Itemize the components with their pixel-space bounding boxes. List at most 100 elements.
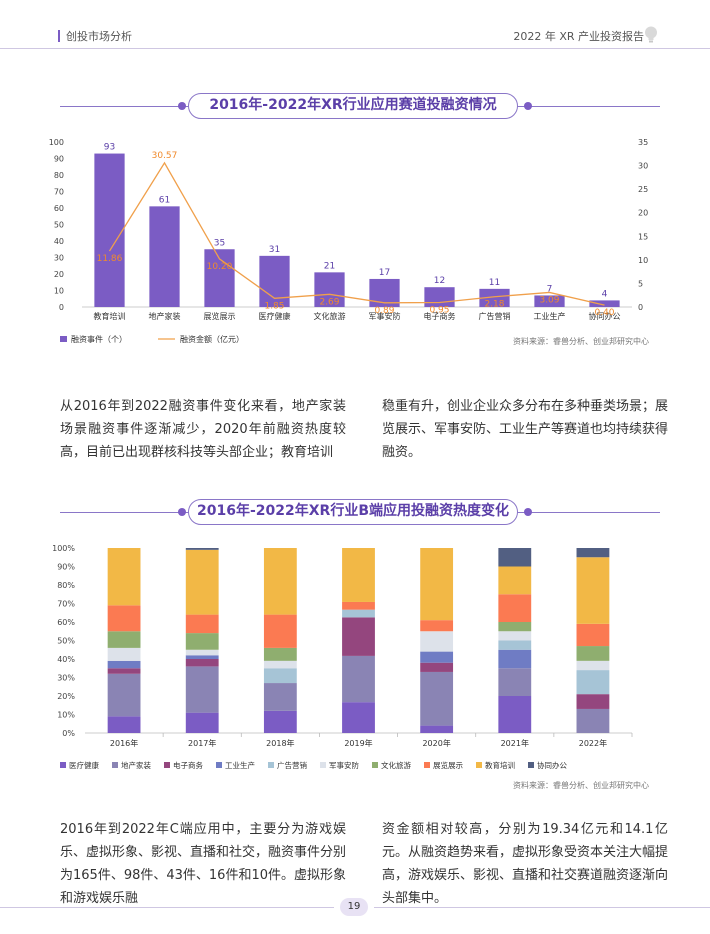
segment-文化旅游-2021年 — [498, 622, 532, 632]
legend-line-label: 融资金额（亿元） — [180, 334, 244, 344]
y-right-tick-label: 35 — [638, 138, 648, 147]
chart2-source: 资料来源：睿兽分析、创业邦研究中心 — [513, 781, 649, 790]
segment-地产家装-2022年 — [576, 708, 610, 733]
segment-广告营销-2018年 — [263, 668, 297, 684]
bar-value-label: 7 — [547, 284, 553, 294]
x-tick-label: 协同办公 — [589, 311, 621, 321]
paragraph-2-left: 2016年到2022年C端应用中，主要分为游戏娱乐、虚拟形象、影视、直播和社交，… — [60, 822, 347, 906]
legend-label-9: 协同办公 — [537, 760, 567, 770]
y-tick-label: 100% — [52, 544, 75, 553]
segment-教育培训-2020年 — [420, 548, 454, 621]
segment-军事安防-2021年 — [498, 631, 532, 641]
segment-地产家装-2019年 — [342, 655, 375, 703]
segment-电子商务-2020年 — [420, 662, 454, 672]
x-tick-label: 2021年 — [501, 738, 529, 748]
bar-8 — [534, 295, 565, 307]
segment-地产家装-2016年 — [107, 673, 141, 717]
paragraph-2-right: 资金额相对较高，分别为19.34亿元和14.1亿元。从融资趋势来看，虚拟形象受资… — [382, 822, 669, 906]
bar-1 — [149, 206, 180, 307]
x-tick-label: 军事安防 — [369, 311, 401, 321]
segment-教育培训-2021年 — [498, 566, 532, 595]
legend-swatch-1 — [112, 762, 118, 768]
section-title-1: 2016年-2022年XR行业应用赛道投融资情况 — [0, 93, 710, 119]
section-title-1-text: 2016年-2022年XR行业应用赛道投融资情况 — [188, 93, 518, 119]
segment-广告营销-2021年 — [498, 640, 532, 650]
segment-协同办公-2017年 — [185, 548, 219, 550]
page-number: 19 — [340, 898, 368, 916]
segment-地产家装-2017年 — [185, 666, 219, 713]
segment-地产家装-2020年 — [420, 671, 454, 726]
segment-协同办公-2021年 — [498, 548, 532, 567]
segment-医疗健康-2016年 — [107, 716, 141, 733]
lightbulb-icon — [645, 26, 657, 43]
legend-bar-swatch — [60, 336, 67, 342]
section-title-dot-left — [178, 102, 186, 110]
bar-4 — [314, 272, 345, 307]
segment-教育培训-2017年 — [185, 549, 219, 615]
segment-教育培训-2019年 — [342, 548, 375, 602]
chart-industry-financing: 0 10 20 30 40 50 60 70 80 90 100 0 5 10 15 20 25 30 35 93 教育… — [49, 138, 648, 344]
legend-label-7: 展览展示 — [433, 760, 463, 770]
segment-展览展示-2016年 — [107, 605, 141, 632]
segment-军事安防-2020年 — [420, 631, 454, 652]
line-value-label: 1.85 — [264, 301, 284, 311]
y-left-tick-label: 0 — [59, 303, 64, 312]
segment-文化旅游-2017年 — [185, 633, 219, 650]
segment-展览展示-2017年 — [185, 614, 219, 634]
segment-医疗健康-2019年 — [342, 702, 375, 733]
segment-协同办公-2022年 — [576, 548, 610, 558]
y-tick-label: 50% — [57, 637, 75, 646]
bar-value-label: 4 — [602, 289, 608, 299]
x-tick-label: 2018年 — [266, 738, 294, 748]
y-left-tick-label: 80 — [54, 171, 64, 180]
bar-0 — [94, 153, 125, 307]
bar-7 — [479, 288, 510, 307]
legend-label-6: 文化旅游 — [381, 760, 411, 770]
x-tick-label: 广告营销 — [479, 311, 511, 321]
legend-label-3: 工业生产 — [225, 760, 255, 770]
x-tick-label: 文化旅游 — [314, 311, 346, 321]
x-tick-label: 2017年 — [188, 738, 216, 748]
footer-line-left — [0, 907, 334, 908]
x-tick-label: 教育培训 — [94, 311, 126, 321]
segment-军事安防-2016年 — [107, 647, 141, 661]
page-header: 创投市场分析 2022 年 XR 产业投资报告 — [0, 0, 710, 48]
y-tick-label: 60% — [57, 618, 75, 627]
chart-b2b-heat: 0% 10% 20% 30% 40% 50% 60% 70% 80% 90% 100% 2016年 20… — [52, 544, 633, 770]
legend-label-4: 广告营销 — [277, 760, 307, 770]
section-title-2: 2016年-2022年XR行业B端应用投融资热度变化 — [0, 499, 710, 525]
x-tick-label: 2016年 — [110, 738, 138, 748]
y-right-tick-label: 10 — [638, 256, 648, 265]
segment-工业生产-2017年 — [185, 655, 219, 659]
segment-工业生产-2020年 — [420, 651, 454, 663]
legend-label-1: 地产家装 — [121, 760, 151, 770]
legend-bar-label: 融资事件（个） — [71, 334, 127, 344]
x-tick-label: 2020年 — [422, 738, 450, 748]
segment-文化旅游-2018年 — [263, 647, 297, 661]
legend-label-2: 电子商务 — [173, 760, 203, 770]
bar-value-label: 31 — [269, 245, 280, 255]
segment-教育培训-2018年 — [263, 548, 297, 615]
line-value-label: 3.09 — [539, 295, 559, 305]
line-value-label: 2.69 — [319, 297, 339, 307]
y-right-tick-label: 5 — [638, 279, 643, 288]
line-value-label: 2.18 — [484, 300, 504, 310]
x-tick-label: 2019年 — [344, 738, 372, 748]
x-tick-label: 电子商务 — [424, 311, 456, 321]
header-divider — [0, 48, 710, 49]
bar-3 — [259, 255, 290, 307]
legend-swatch-7 — [424, 762, 430, 768]
y-tick-label: 40% — [57, 655, 75, 664]
segment-工业生产-2016年 — [107, 660, 141, 669]
segment-军事安防-2018年 — [263, 660, 297, 669]
x-tick-label: 2022年 — [579, 738, 607, 748]
segment-医疗健康-2017年 — [185, 712, 219, 733]
x-tick-label: 工业生产 — [534, 311, 566, 321]
y-tick-label: 20% — [57, 692, 75, 701]
segment-地产家装-2021年 — [498, 668, 532, 696]
legend-swatch-2 — [164, 762, 170, 768]
legend-swatch-8 — [476, 762, 482, 768]
header-section-label: 创投市场分析 — [58, 28, 132, 44]
footer-line-right — [374, 907, 710, 908]
segment-电子商务-2022年 — [576, 694, 610, 709]
